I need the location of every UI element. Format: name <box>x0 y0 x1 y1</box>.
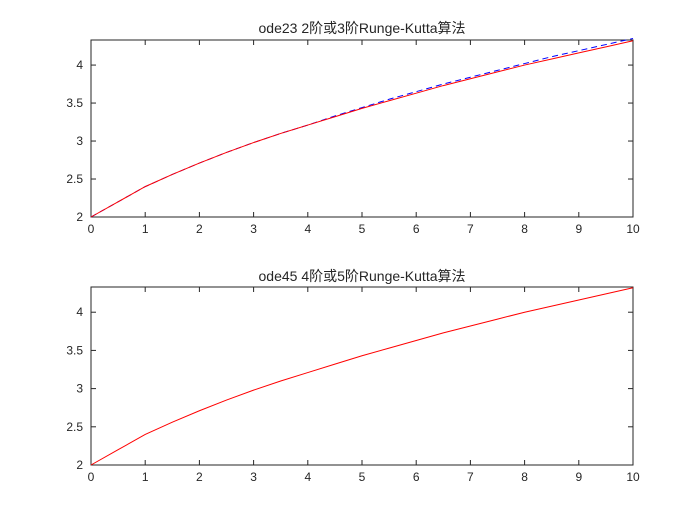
y-tick-label: 2.5 <box>66 420 83 434</box>
y-tick-label: 3.5 <box>66 343 83 357</box>
subplot-ode45: ode45 4阶或5阶Runge-Kutta算法 0 1 2 3 4 5 6 7 8 9 10 22… <box>66 268 640 484</box>
x-tick-label: 0 <box>88 470 95 484</box>
x-tick-label: 10 <box>626 222 640 236</box>
x-tick-label: 8 <box>521 222 528 236</box>
x-tick-label: 5 <box>359 470 366 484</box>
axes-box <box>90 39 634 218</box>
x-tick-label: 5 <box>359 222 366 236</box>
axes-box <box>90 286 634 466</box>
x-tick-label: 7 <box>467 470 474 484</box>
x-tick-labels: 0 1 2 3 4 5 6 7 8 9 10 <box>88 222 640 236</box>
x-tick-label: 0 <box>88 222 95 236</box>
y-tick-label: 3.5 <box>66 96 83 110</box>
x-tick-label: 3 <box>250 222 257 236</box>
y-tick-label: 4 <box>76 58 83 72</box>
y-tick-label: 3 <box>76 382 83 396</box>
x-tick-label: 7 <box>467 222 474 236</box>
x-tick-label: 2 <box>196 470 203 484</box>
chart-title: ode45 4阶或5阶Runge-Kutta算法 <box>259 268 466 284</box>
subplot-ode23: ode23 2阶或3阶Runge-Kutta算法 0 1 2 3 4 5 6 7 8 9 10 22… <box>66 20 640 236</box>
y-tick-label: 2 <box>76 458 83 472</box>
x-tick-label: 3 <box>250 470 257 484</box>
x-tick-label: 9 <box>575 470 582 484</box>
series-line-solid <box>90 40 634 218</box>
y-tick-label: 3 <box>76 134 83 148</box>
x-tick-label: 6 <box>413 222 420 236</box>
x-tick-labels: 0 1 2 3 4 5 6 7 8 9 10 <box>88 470 640 484</box>
x-tick-label: 4 <box>304 222 311 236</box>
x-tick-label: 9 <box>575 222 582 236</box>
x-tick-label: 8 <box>521 470 528 484</box>
series-line-solid <box>90 287 634 466</box>
x-tick-label: 1 <box>142 470 149 484</box>
x-tick-label: 6 <box>413 470 420 484</box>
y-tick-label: 4 <box>76 305 83 319</box>
x-tick-label: 10 <box>626 470 640 484</box>
y-tick-labels: 2 2.5 3 3.5 4 <box>66 58 83 224</box>
chart-title: ode23 2阶或3阶Runge-Kutta算法 <box>259 20 466 36</box>
series-layer <box>90 287 634 466</box>
x-tick-label: 4 <box>304 470 311 484</box>
y-tick-label: 2.5 <box>66 172 83 186</box>
x-tick-label: 2 <box>196 222 203 236</box>
y-tick-label: 2 <box>76 210 83 224</box>
tick-marks <box>90 40 634 218</box>
x-tick-label: 1 <box>142 222 149 236</box>
y-tick-labels: 2 2.5 3 3.5 4 <box>66 305 83 472</box>
series-layer <box>90 37 634 218</box>
